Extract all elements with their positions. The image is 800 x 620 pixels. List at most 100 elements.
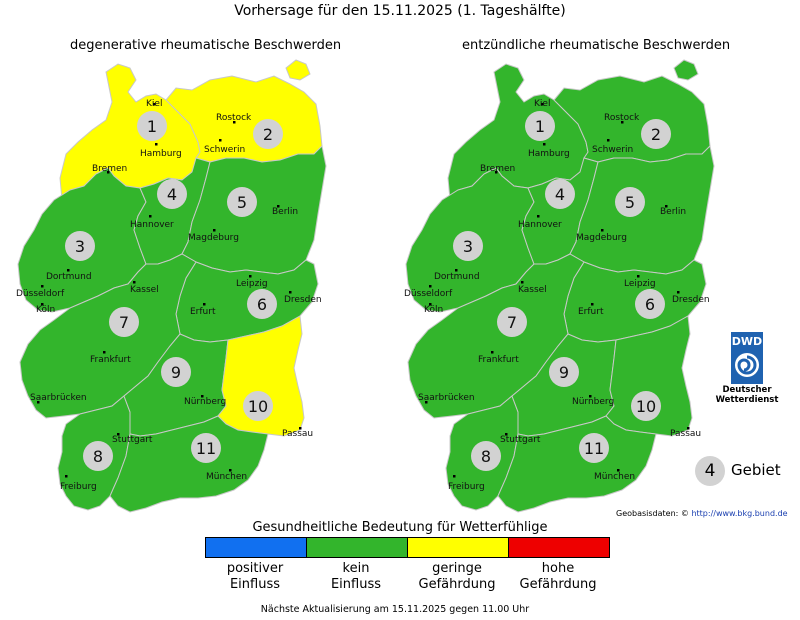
region-number: 6 (645, 295, 655, 314)
city-label: Freiburg (60, 482, 97, 492)
city-label: Freiburg (448, 482, 485, 492)
city-label: Magdeburg (188, 233, 239, 243)
city-label: Köln (36, 305, 55, 315)
city-dot (601, 229, 604, 232)
city-label: Berlin (660, 207, 686, 217)
legend-label-low-risk: geringe Gefährdung (407, 561, 507, 593)
region-marker-3 (453, 231, 483, 261)
legend-color-bar (205, 537, 610, 558)
region-marker-4 (545, 179, 575, 209)
city-label: Düsseldorf (16, 289, 65, 299)
region-marker-2 (641, 119, 671, 149)
legend-swatch-positive (206, 538, 307, 557)
city-dot (277, 205, 280, 208)
dwd-label-line2: Wetterdienst (715, 395, 779, 405)
region-marker-7 (497, 307, 527, 337)
city-dot (289, 291, 292, 294)
legend-label-positive: positiver Einfluss (205, 561, 305, 593)
city-dot (425, 401, 428, 404)
city-dot (41, 285, 44, 288)
region-number: 8 (481, 447, 491, 466)
city-dot (67, 269, 70, 272)
city-label: Kiel (146, 99, 162, 109)
city-dot (505, 433, 508, 436)
city-dot (219, 139, 222, 142)
region-marker-6 (247, 289, 277, 319)
city-dot (117, 433, 120, 436)
legend-label-line: Einfluss (330, 577, 382, 592)
city-dot (149, 215, 152, 218)
region-number: 7 (507, 313, 517, 332)
dwd-logo-text: DWD (732, 335, 762, 348)
region-marker-1 (525, 111, 555, 141)
city-label: Kassel (130, 285, 159, 295)
city-label: Bremen (92, 164, 127, 174)
city-label: Stuttgart (112, 435, 153, 445)
region-number: 9 (559, 363, 569, 382)
dwd-label-line1: Deutscher (722, 385, 772, 395)
city-label: Erfurt (190, 307, 216, 317)
page-title: Vorhersage für den 15.11.2025 (1. Tagesh… (234, 3, 566, 19)
city-dot (153, 103, 156, 106)
region-marker-10 (243, 391, 273, 421)
city-dot (455, 269, 458, 272)
dwd-logo: DWD (731, 332, 763, 384)
city-dot (41, 303, 44, 306)
dwd-label: Deutscher Wetterdienst (715, 385, 779, 405)
forecast-region-11 (109, 415, 269, 513)
region-marker-1 (137, 111, 167, 141)
legend-label-line: Gefährdung (519, 577, 597, 592)
city-dot (155, 143, 158, 146)
city-dot (429, 303, 432, 306)
city-label: Berlin (272, 207, 298, 217)
region-marker-8 (83, 441, 113, 471)
gebiet-legend-circle: 4 (695, 456, 725, 486)
city-dot (229, 469, 232, 472)
city-label: Erfurt (578, 307, 604, 317)
forecast-region-10 (217, 315, 305, 437)
city-dot (213, 229, 216, 232)
city-label: Schwerin (592, 145, 633, 155)
city-dot (107, 171, 110, 174)
city-dot (621, 121, 624, 124)
city-dot (637, 275, 640, 278)
city-label: Rostock (216, 113, 252, 123)
region-number: 4 (167, 185, 177, 204)
city-dot (233, 121, 236, 124)
city-label: Saarbrücken (30, 393, 87, 403)
region-number: 11 (196, 439, 216, 458)
city-dot (103, 351, 106, 354)
city-label: Kassel (518, 285, 547, 295)
city-label: Magdeburg (576, 233, 627, 243)
legend-label-high-risk: hohe Gefährdung (508, 561, 608, 593)
region-marker-6 (635, 289, 665, 319)
germany-map-degenerative: Kiel Rostock Hamburg Schwerin Bremen Hannover… (16, 59, 327, 513)
city-label: Hamburg (528, 149, 570, 159)
city-label: Dresden (672, 295, 710, 305)
legend-label-line: Einfluss (229, 577, 281, 592)
region-marker-9 (161, 357, 191, 387)
region-number: 3 (75, 237, 85, 256)
gebiet-legend-label: Gebiet (731, 461, 781, 479)
city-label: Stuttgart (500, 435, 541, 445)
legend-label-line: geringe (432, 561, 482, 576)
legend-label-line: kein (342, 561, 370, 576)
region-number: 1 (147, 117, 157, 136)
region-number: 2 (651, 125, 661, 144)
region-number: 3 (463, 237, 473, 256)
city-label: Frankfurt (478, 355, 519, 365)
geodata-link[interactable]: http://www.bkg.bund.de (691, 509, 788, 518)
legend-swatch-low-risk (408, 538, 509, 557)
geodata-credit: Geobasisdaten: © http://www.bkg.bund.de (616, 509, 788, 518)
ruegen-island (285, 59, 311, 81)
city-label: Bremen (480, 164, 515, 174)
region-marker-5 (227, 187, 257, 217)
legend-title: Gesundheitliche Bedeutung für Wetterfühl… (252, 520, 548, 535)
city-label: Frankfurt (90, 355, 131, 365)
city-label: Kiel (534, 99, 550, 109)
region-number: 5 (625, 193, 635, 212)
next-update-note: Nächste Aktualisierung am 15.11.2025 geg… (260, 604, 530, 615)
city-dot (201, 395, 204, 398)
city-dot (589, 395, 592, 398)
region-number: 7 (119, 313, 129, 332)
